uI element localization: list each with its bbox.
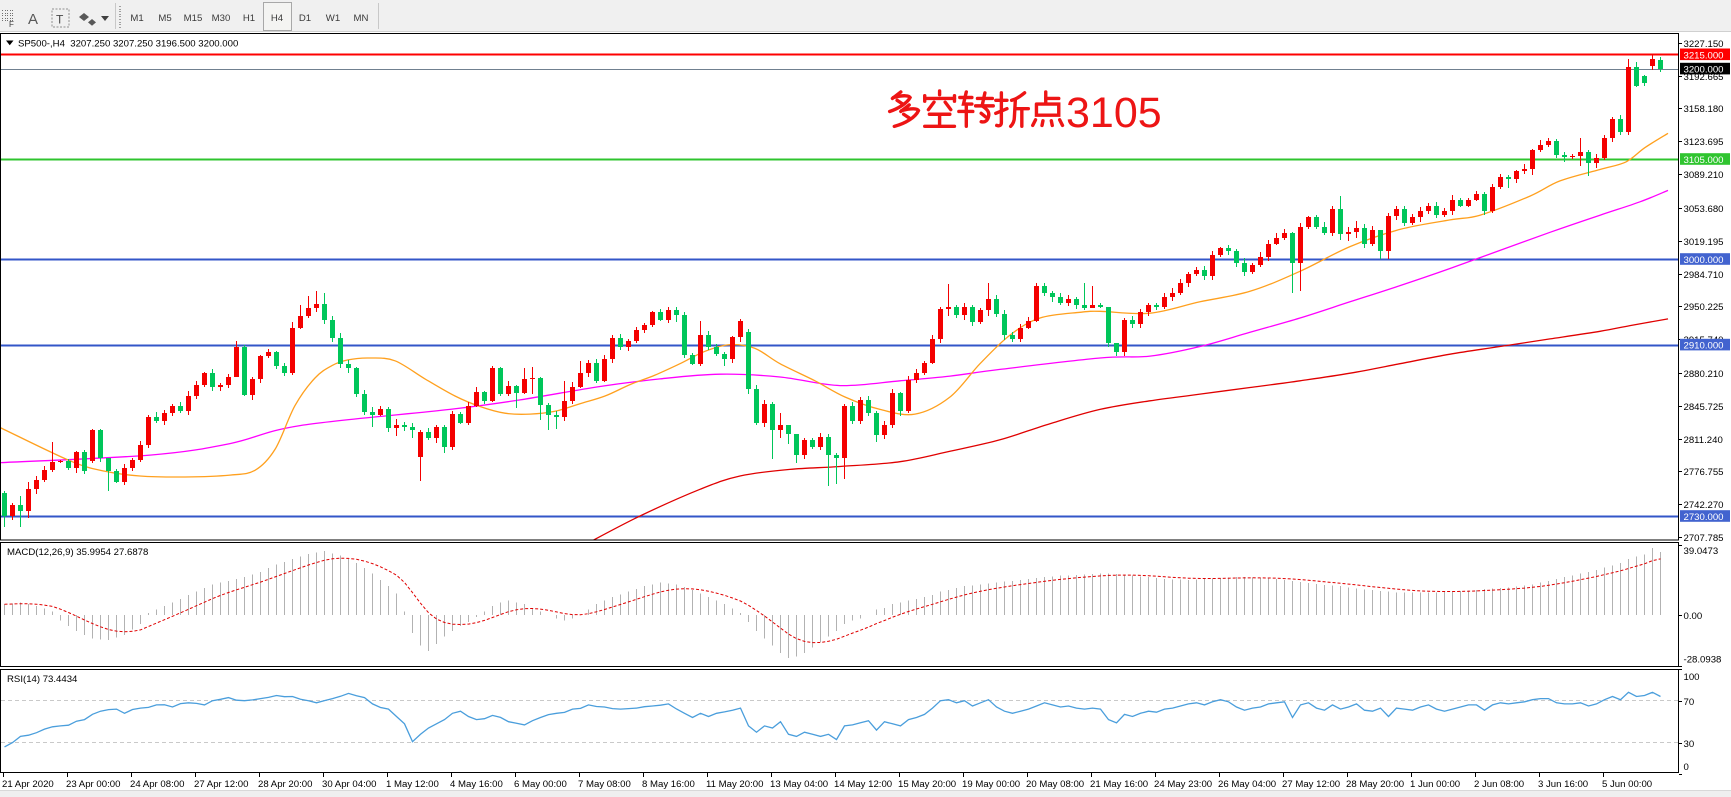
svg-text:-28.0938: -28.0938 <box>1684 655 1722 666</box>
svg-text:3105.000: 3105.000 <box>1684 155 1724 166</box>
svg-text:19 May 00:00: 19 May 00:00 <box>962 779 1020 790</box>
svg-text:28 May 20:00: 28 May 20:00 <box>1346 779 1404 790</box>
svg-text:3019.195: 3019.195 <box>1684 237 1724 248</box>
svg-text:27 May 12:00: 27 May 12:00 <box>1282 779 1340 790</box>
svg-text:21 May 16:00: 21 May 16:00 <box>1090 779 1148 790</box>
svg-text:3192.665: 3192.665 <box>1684 72 1724 83</box>
svg-text:H4: H4 <box>271 13 284 24</box>
svg-text:2845.725: 2845.725 <box>1684 402 1724 413</box>
svg-text:7 May 08:00: 7 May 08:00 <box>578 779 631 790</box>
svg-text:1 Jun 00:00: 1 Jun 00:00 <box>1410 779 1460 790</box>
svg-text:30: 30 <box>1684 739 1695 750</box>
svg-text:RSI(14) 73.4434: RSI(14) 73.4434 <box>7 674 78 685</box>
svg-text:11 May 20:00: 11 May 20:00 <box>706 779 763 790</box>
svg-text:3089.210: 3089.210 <box>1684 170 1724 181</box>
svg-text:SP500-,H4 3207.250 3207.250 3: SP500-,H4 3207.250 3207.250 3196.500 320… <box>18 39 238 50</box>
svg-text:T: T <box>56 13 64 27</box>
svg-text:21 Apr 2020: 21 Apr 2020 <box>2 779 54 790</box>
svg-text:F: F <box>9 20 14 29</box>
svg-text:M1: M1 <box>130 13 143 24</box>
svg-text:2880.210: 2880.210 <box>1684 369 1724 380</box>
svg-text:0.00: 0.00 <box>1684 611 1703 622</box>
svg-text:M15: M15 <box>184 13 203 24</box>
svg-text:3158.180: 3158.180 <box>1684 104 1724 115</box>
svg-text:2910.000: 2910.000 <box>1684 341 1724 352</box>
svg-text:2811.240: 2811.240 <box>1684 435 1723 446</box>
svg-text:3123.695: 3123.695 <box>1684 137 1724 148</box>
svg-text:2707.785: 2707.785 <box>1684 533 1724 544</box>
svg-text:39.0473: 39.0473 <box>1684 546 1719 557</box>
svg-text:15 May 20:00: 15 May 20:00 <box>898 779 956 790</box>
svg-text:M5: M5 <box>158 13 171 24</box>
svg-text:2 Jun 08:00: 2 Jun 08:00 <box>1474 779 1524 790</box>
svg-text:3227.150: 3227.150 <box>1684 39 1724 50</box>
svg-text:2776.755: 2776.755 <box>1684 467 1724 478</box>
svg-text:70: 70 <box>1684 697 1695 708</box>
svg-text:27 Apr 12:00: 27 Apr 12:00 <box>194 779 248 790</box>
svg-text:24 May 23:00: 24 May 23:00 <box>1154 779 1212 790</box>
svg-text:30 Apr 04:00: 30 Apr 04:00 <box>322 779 376 790</box>
svg-text:H1: H1 <box>243 13 255 24</box>
svg-text:4 May 16:00: 4 May 16:00 <box>450 779 503 790</box>
svg-text:0: 0 <box>1684 762 1689 773</box>
svg-text:14 May 12:00: 14 May 12:00 <box>834 779 892 790</box>
svg-text:3053.680: 3053.680 <box>1684 204 1724 215</box>
svg-text:MACD(12,26,9) 35.9954 27.6878: MACD(12,26,9) 35.9954 27.6878 <box>7 547 148 558</box>
svg-text:6 May 00:00: 6 May 00:00 <box>514 779 567 790</box>
svg-text:MN: MN <box>354 13 369 24</box>
svg-text:13 May 04:00: 13 May 04:00 <box>770 779 828 790</box>
svg-text:28 Apr 20:00: 28 Apr 20:00 <box>258 779 312 790</box>
svg-text:3215.000: 3215.000 <box>1684 50 1724 61</box>
svg-text:3 Jun 16:00: 3 Jun 16:00 <box>1538 779 1588 790</box>
svg-text:1 May 12:00: 1 May 12:00 <box>386 779 439 790</box>
svg-text:3000.000: 3000.000 <box>1684 255 1724 266</box>
svg-text:24 Apr 08:00: 24 Apr 08:00 <box>130 779 184 790</box>
svg-text:23 Apr 00:00: 23 Apr 00:00 <box>66 779 120 790</box>
svg-text:20 May 08:00: 20 May 08:00 <box>1026 779 1084 790</box>
svg-text:2984.710: 2984.710 <box>1684 270 1724 281</box>
svg-text:A: A <box>28 11 38 28</box>
svg-text:8 May 16:00: 8 May 16:00 <box>642 779 695 790</box>
svg-text:5 Jun 00:00: 5 Jun 00:00 <box>1602 779 1652 790</box>
svg-text:26 May 04:00: 26 May 04:00 <box>1218 779 1276 790</box>
svg-text:3200.000: 3200.000 <box>1684 65 1724 76</box>
svg-text:W1: W1 <box>326 13 340 24</box>
svg-text:D1: D1 <box>299 13 311 24</box>
svg-text:2730.000: 2730.000 <box>1684 512 1724 523</box>
svg-text:3105: 3105 <box>1066 89 1162 137</box>
svg-text:M30: M30 <box>212 13 231 24</box>
svg-text:100: 100 <box>1684 672 1700 683</box>
svg-text:2950.225: 2950.225 <box>1684 302 1724 313</box>
svg-text:2742.270: 2742.270 <box>1684 500 1724 511</box>
